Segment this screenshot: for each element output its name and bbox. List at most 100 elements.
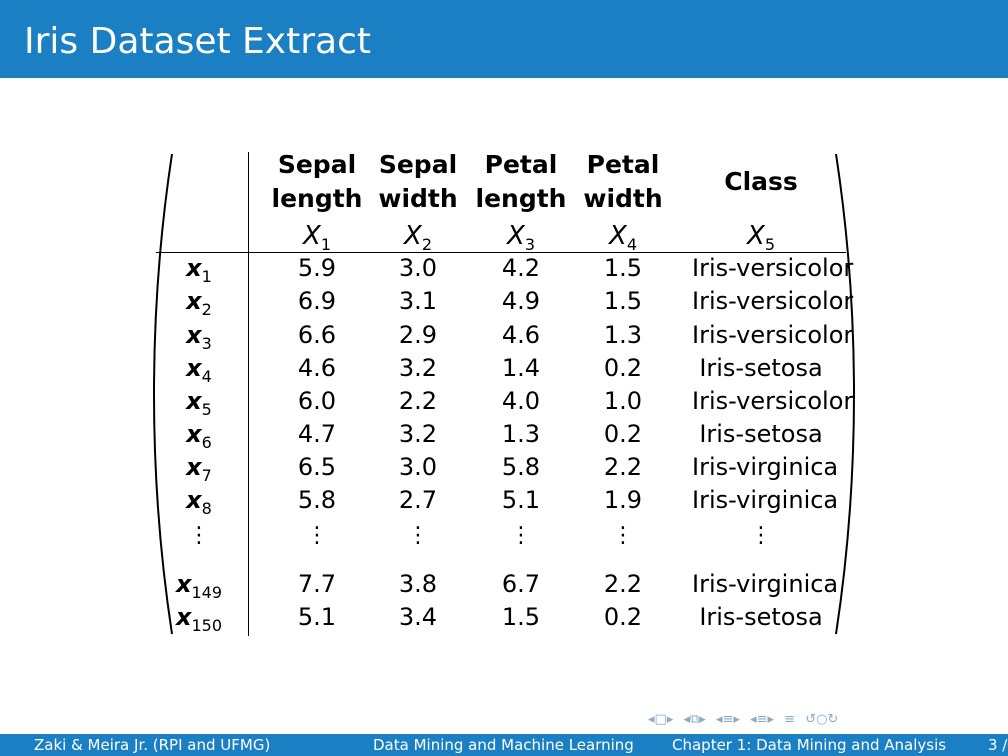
cell-petal-width: 0.2 xyxy=(603,603,643,631)
row-label: x149 xyxy=(175,570,223,602)
nav-prev-frame-icon[interactable]: ◂□▸ xyxy=(648,712,674,727)
ellipsis: ⋮ xyxy=(612,523,634,548)
cell-sepal-length: 7.7 xyxy=(297,570,337,598)
nav-prev-section-icon[interactable]: ◂⧉▸ xyxy=(683,712,706,727)
footer-authors: Zaki & Meira Jr. (RPI and UFMG) xyxy=(34,736,271,754)
cell-class: Iris-setosa xyxy=(699,420,823,448)
cell-sepal-length: 6.5 xyxy=(297,453,337,481)
table-row: x3 6.6 2.9 4.6 1.3 Iris-versicolor xyxy=(150,319,856,353)
cell-petal-length: 1.5 xyxy=(501,603,541,631)
table-row: x8 5.8 2.7 5.1 1.9 Iris-virginica xyxy=(150,484,856,518)
cell-sepal-width: 3.0 xyxy=(398,254,438,282)
nav-search-icon[interactable]: ↺○↻ xyxy=(805,712,839,727)
cell-petal-width: 1.0 xyxy=(603,387,643,415)
row-label: x8 xyxy=(186,486,212,518)
cell-sepal-length: 6.0 xyxy=(297,387,337,415)
cell-class: Iris-setosa xyxy=(699,603,823,631)
cell-class: Iris-versicolor xyxy=(692,387,854,415)
cell-petal-width: 0.2 xyxy=(603,420,643,448)
cell-petal-length: 4.0 xyxy=(501,387,541,415)
table-row: x7 6.5 3.0 5.8 2.2 Iris-virginica xyxy=(150,451,856,485)
nav-next-subsection-icon[interactable]: ◂≡▸ xyxy=(750,712,775,727)
slide-title: Iris Dataset Extract xyxy=(24,21,371,62)
cell-petal-length: 6.7 xyxy=(501,570,541,598)
cell-sepal-length: 4.7 xyxy=(297,420,337,448)
table-row: x5 6.0 2.2 4.0 1.0 Iris-versicolor xyxy=(150,385,856,419)
ellipsis: ⋮ xyxy=(188,523,210,548)
column-header-sepal-length: Sepal length xyxy=(271,150,363,213)
cell-class: Iris-versicolor xyxy=(692,254,854,282)
table-row: x149 7.7 3.8 6.7 2.2 Iris-virginica xyxy=(150,568,856,602)
data-matrix: Sepal length Sepal width Petal length Petal… xyxy=(150,148,856,640)
footer-bar: Zaki & Meira Jr. (RPI and UFMG) Data Min… xyxy=(0,734,1008,756)
ellipsis: ⋮ xyxy=(750,523,772,548)
cell-petal-length: 1.3 xyxy=(501,420,541,448)
cell-petal-width: 1.9 xyxy=(603,486,643,514)
row-label: x150 xyxy=(175,603,223,635)
cell-petal-length: 5.1 xyxy=(501,486,541,514)
cell-class: Iris-virginica xyxy=(692,486,839,514)
cell-class: Iris-versicolor xyxy=(692,287,854,315)
cell-sepal-width: 3.0 xyxy=(398,453,438,481)
cell-sepal-length: 5.1 xyxy=(297,603,337,631)
table-row: x150 5.1 3.4 1.5 0.2 Iris-setosa xyxy=(150,601,856,635)
cell-sepal-length: 6.9 xyxy=(297,287,337,315)
cell-sepal-width: 2.9 xyxy=(398,321,438,349)
cell-class: Iris-virginica xyxy=(692,453,839,481)
variable-x2: X2 xyxy=(404,221,432,255)
table-row: x2 6.9 3.1 4.9 1.5 Iris-versicolor xyxy=(150,285,856,319)
row-label: x6 xyxy=(186,420,212,452)
cell-sepal-width: 3.8 xyxy=(398,570,438,598)
cell-petal-length: 4.9 xyxy=(501,287,541,315)
ellipsis: ⋮ xyxy=(306,523,328,548)
cell-class: Iris-setosa xyxy=(699,354,823,382)
cell-petal-width: 1.5 xyxy=(603,287,643,315)
cell-petal-length: 5.8 xyxy=(501,453,541,481)
footer-page-number: 3 / xyxy=(988,736,1008,754)
cell-petal-length: 1.4 xyxy=(501,354,541,382)
cell-sepal-length: 5.9 xyxy=(297,254,337,282)
cell-petal-width: 1.3 xyxy=(603,321,643,349)
footer-chapter: Chapter 1: Data Mining and Analysis xyxy=(672,736,947,754)
column-header-petal-length: Petal length xyxy=(475,150,567,213)
row-label: x3 xyxy=(186,321,212,353)
footer-course: Data Mining and Machine Learning xyxy=(373,736,634,754)
row-label: x1 xyxy=(186,254,212,286)
cell-sepal-width: 3.4 xyxy=(398,603,438,631)
cell-sepal-width: 2.7 xyxy=(398,486,438,514)
cell-petal-width: 2.2 xyxy=(603,453,643,481)
row-label: x2 xyxy=(186,287,212,319)
ellipsis: ⋮ xyxy=(407,523,429,548)
navigation-bar: ◂□▸ ◂⧉▸ ◂≡▸ ◂≡▸ ≡ ↺○↻ xyxy=(648,710,844,730)
table-row: x4 4.6 3.2 1.4 0.2 Iris-setosa xyxy=(150,352,856,386)
ellipsis-row: ⋮ ⋮ ⋮ ⋮ ⋮ ⋮ xyxy=(150,523,856,564)
cell-petal-width: 1.5 xyxy=(603,254,643,282)
column-header-petal-width: Petal width xyxy=(583,150,663,213)
cell-sepal-width: 3.1 xyxy=(398,287,438,315)
cell-class: Iris-virginica xyxy=(692,570,839,598)
cell-petal-length: 4.6 xyxy=(501,321,541,349)
column-header-sepal-width: Sepal width xyxy=(378,150,458,213)
right-parenthesis xyxy=(835,153,856,635)
cell-sepal-length: 6.6 xyxy=(297,321,337,349)
column-header-class: Class xyxy=(724,167,798,196)
table-row: x6 4.7 3.2 1.3 0.2 Iris-setosa xyxy=(150,418,856,452)
row-label: x4 xyxy=(186,354,212,386)
cell-sepal-width: 3.2 xyxy=(398,354,438,382)
variable-x5: X5 xyxy=(747,221,775,255)
title-bar: Iris Dataset Extract xyxy=(0,0,1008,78)
cell-petal-width: 0.2 xyxy=(603,354,643,382)
variable-x1: X1 xyxy=(303,221,331,255)
cell-class: Iris-versicolor xyxy=(692,321,854,349)
nav-align-icon[interactable]: ≡ xyxy=(784,712,796,727)
ellipsis: ⋮ xyxy=(510,523,532,548)
row-label-separator xyxy=(248,152,249,636)
cell-sepal-length: 4.6 xyxy=(297,354,337,382)
variable-x4: X4 xyxy=(609,221,637,255)
table-row: x1 5.9 3.0 4.2 1.5 Iris-versicolor xyxy=(150,252,856,286)
header-separator xyxy=(156,252,846,253)
cell-petal-length: 4.2 xyxy=(501,254,541,282)
cell-sepal-length: 5.8 xyxy=(297,486,337,514)
left-parenthesis xyxy=(152,153,173,635)
nav-prev-subsection-icon[interactable]: ◂≡▸ xyxy=(715,712,740,727)
